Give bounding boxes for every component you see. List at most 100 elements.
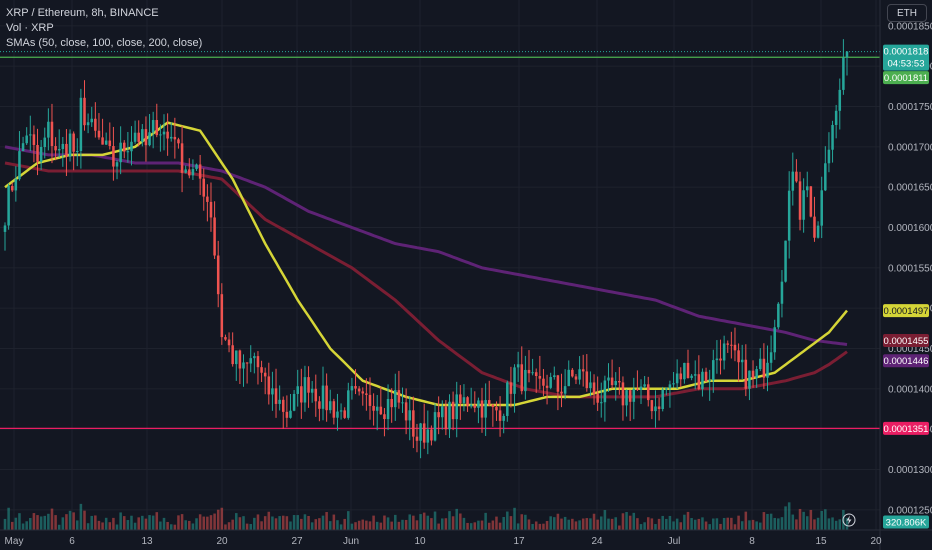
candle-body	[509, 382, 513, 394]
candle-body	[675, 373, 679, 384]
candle-body	[842, 57, 845, 90]
candle-body	[166, 131, 169, 139]
candle-body	[668, 384, 672, 389]
currency-button[interactable]: ETH	[887, 4, 927, 22]
volume-bar	[202, 516, 206, 530]
volume-bar	[379, 522, 383, 530]
current-price-text: 0.0001818	[884, 47, 929, 58]
candle-body	[206, 196, 209, 202]
volume-bar	[148, 515, 151, 530]
candle-body	[61, 143, 65, 150]
candle-body	[444, 406, 448, 430]
volume-bar	[86, 523, 90, 530]
price-tick-label: 0.0001600	[888, 223, 932, 234]
candle-body	[455, 394, 458, 420]
candle-body	[274, 388, 278, 404]
candle-body	[697, 374, 701, 390]
candle-body	[513, 367, 516, 394]
candle-body	[101, 137, 104, 145]
volume-bar	[466, 522, 469, 530]
volume-bar	[191, 523, 195, 530]
volume-bar	[632, 512, 636, 530]
candle-body	[32, 134, 36, 145]
volume-bar	[549, 516, 552, 530]
volume-bar	[469, 523, 473, 530]
candle-body	[104, 140, 108, 145]
volume-bar	[133, 522, 137, 530]
candle-body	[119, 142, 122, 163]
volume-bar	[538, 523, 542, 530]
candle-body	[401, 402, 404, 404]
volume-bar	[585, 518, 589, 530]
candle-body	[18, 151, 21, 180]
volume-bar	[697, 518, 701, 530]
candle-body	[802, 190, 805, 220]
volume-bar	[54, 515, 57, 530]
candle-body	[339, 410, 343, 412]
candle-body	[491, 404, 495, 407]
volume-bar	[455, 508, 458, 530]
candle-body	[636, 388, 639, 390]
candle-body	[737, 350, 740, 363]
candle-body	[733, 344, 737, 351]
sma100-tag: 0.0001455	[883, 333, 929, 347]
candle-body	[574, 376, 578, 380]
volume-bar	[61, 517, 65, 530]
volume-bar	[805, 516, 809, 530]
price-tick-label: 0.0001400	[888, 384, 932, 395]
candle-body	[643, 384, 646, 387]
candle-body	[47, 121, 50, 138]
candle-body	[39, 146, 43, 162]
volume-bar	[665, 518, 668, 530]
candle-body	[654, 406, 657, 412]
candle-body	[422, 423, 426, 443]
volume-bar	[3, 518, 7, 530]
volume-bar	[318, 518, 321, 530]
volume-bar	[769, 513, 773, 530]
volume-bar	[618, 525, 621, 530]
volume-bar	[560, 518, 563, 530]
volume-bar	[740, 521, 744, 530]
candle-body	[838, 89, 842, 111]
volume-bar	[375, 521, 379, 530]
volume-bar	[249, 524, 252, 530]
volume-bar	[780, 517, 784, 530]
candle-body	[133, 132, 137, 142]
volume-bar	[328, 521, 332, 530]
candle-body	[553, 375, 556, 378]
volume-bar	[260, 521, 263, 530]
candle-body	[748, 370, 751, 389]
candle-body	[567, 369, 571, 387]
candle-body	[361, 391, 365, 394]
candle-body	[397, 390, 401, 403]
candle-body	[408, 410, 412, 421]
volume-bar	[271, 516, 274, 530]
volume-bar	[509, 516, 513, 530]
time-tick-label: Jun	[343, 536, 359, 547]
candle-body	[328, 401, 332, 411]
volume-bar	[462, 517, 466, 530]
candle-body	[256, 356, 260, 368]
candle-body	[433, 412, 437, 441]
volume-bar	[50, 508, 54, 530]
candle-body	[404, 402, 408, 421]
candle-body	[769, 352, 773, 363]
volume-bar	[567, 519, 571, 530]
candle-body	[188, 169, 191, 176]
volume-bar	[480, 520, 484, 530]
volume-bar	[798, 508, 802, 530]
volume-bar	[686, 511, 690, 530]
volume-tag-text: 320.806K	[886, 518, 927, 529]
volume-bar	[603, 510, 607, 530]
volume-bar	[390, 521, 393, 530]
lightning-icon[interactable]	[842, 513, 856, 527]
time-axis: May 6 13 20 27 Jun 10 17 24 Jul 8 15 20	[0, 529, 932, 547]
volume-bar	[513, 507, 516, 530]
horizontal-lines	[0, 51, 880, 429]
candle-body	[108, 140, 112, 147]
volume-bar	[596, 519, 599, 530]
candle-body	[285, 411, 289, 418]
time-tick-label: 20	[870, 536, 882, 547]
volume-bar	[245, 523, 249, 530]
